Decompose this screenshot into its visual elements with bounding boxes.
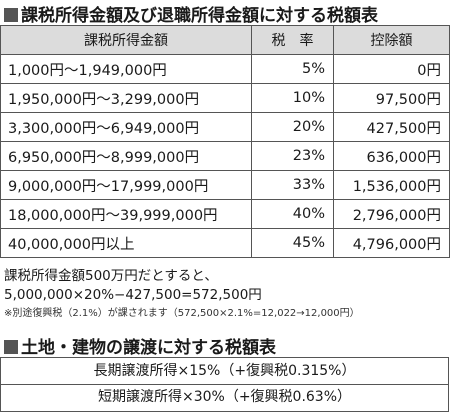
- tax-rate: 40%: [251, 199, 334, 229]
- deduction-amount: 1,536,000円: [333, 170, 450, 200]
- table-row: 6,950,000円〜8,999,000円 23% 636,000円: [0, 141, 450, 171]
- deduction-amount: 4,796,000円: [333, 228, 450, 258]
- table-row: 1,950,000円〜3,299,000円 10% 97,500円: [0, 83, 450, 113]
- income-range: 6,950,000円〜8,999,000円: [0, 141, 252, 171]
- section1-title-text: 課税所得金額及び退職所得金額に対する税額表: [21, 6, 378, 26]
- deduction-amount: 427,500円: [333, 112, 450, 142]
- section1-title: 課税所得金額及び退職所得金額に対する税額表: [4, 1, 378, 26]
- table-row: 9,000,000円〜17,999,000円 33% 1,536,000円: [0, 170, 450, 200]
- square-bullet-icon: [4, 340, 18, 354]
- deduction-amount: 2,796,000円: [333, 199, 450, 229]
- tax-rate: 5%: [251, 54, 334, 84]
- short-term-transfer-tax: 短期譲渡所得×30%（+復興税0.63%）: [0, 384, 449, 412]
- income-range: 18,000,000円〜39,999,000円: [0, 199, 252, 229]
- deduction-amount: 0円: [333, 54, 450, 84]
- section2-title: 土地・建物の譲渡に対する税額表: [4, 333, 276, 358]
- table-header-row: 課税所得金額 税 率 控除額: [0, 25, 450, 55]
- header-tax-rate: 税 率: [251, 25, 334, 55]
- tax-rate: 10%: [251, 83, 334, 113]
- deduction-amount: 97,500円: [333, 83, 450, 113]
- reconstruction-tax-footnote: ※別途復興税（2.1%）が課されます（572,500×2.1%=12,022→1…: [4, 308, 360, 319]
- long-term-transfer-tax: 長期譲渡所得×15%（+復興税0.315%）: [0, 357, 449, 385]
- income-range: 1,950,000円〜3,299,000円: [0, 83, 252, 113]
- income-range: 1,000円〜1,949,000円: [0, 54, 252, 84]
- tax-rate: 45%: [251, 228, 334, 258]
- example-calculation: 5,000,000×20%−427,500=572,500円: [4, 287, 262, 303]
- income-range: 3,300,000円〜6,949,000円: [0, 112, 252, 142]
- header-taxable-income: 課税所得金額: [0, 25, 252, 55]
- deduction-amount: 636,000円: [333, 141, 450, 171]
- tax-rate: 20%: [251, 112, 334, 142]
- income-range: 40,000,000円以上: [0, 228, 252, 258]
- income-range: 9,000,000円〜17,999,000円: [0, 170, 252, 200]
- tax-rate: 33%: [251, 170, 334, 200]
- table-row: 3,300,000円〜6,949,000円 20% 427,500円: [0, 112, 450, 142]
- example-intro: 課税所得金額500万円だとすると、: [4, 268, 218, 284]
- table-row: 40,000,000円以上 45% 4,796,000円: [0, 228, 450, 258]
- table-row: 18,000,000円〜39,999,000円 40% 2,796,000円: [0, 199, 450, 229]
- header-deduction: 控除額: [333, 25, 450, 55]
- square-bullet-icon: [4, 8, 18, 22]
- tax-rate: 23%: [251, 141, 334, 171]
- income-tax-table: 課税所得金額 税 率 控除額 1,000円〜1,949,000円 5% 0円 1…: [0, 25, 450, 258]
- section2-title-text: 土地・建物の譲渡に対する税額表: [21, 338, 276, 358]
- table-row: 1,000円〜1,949,000円 5% 0円: [0, 54, 450, 84]
